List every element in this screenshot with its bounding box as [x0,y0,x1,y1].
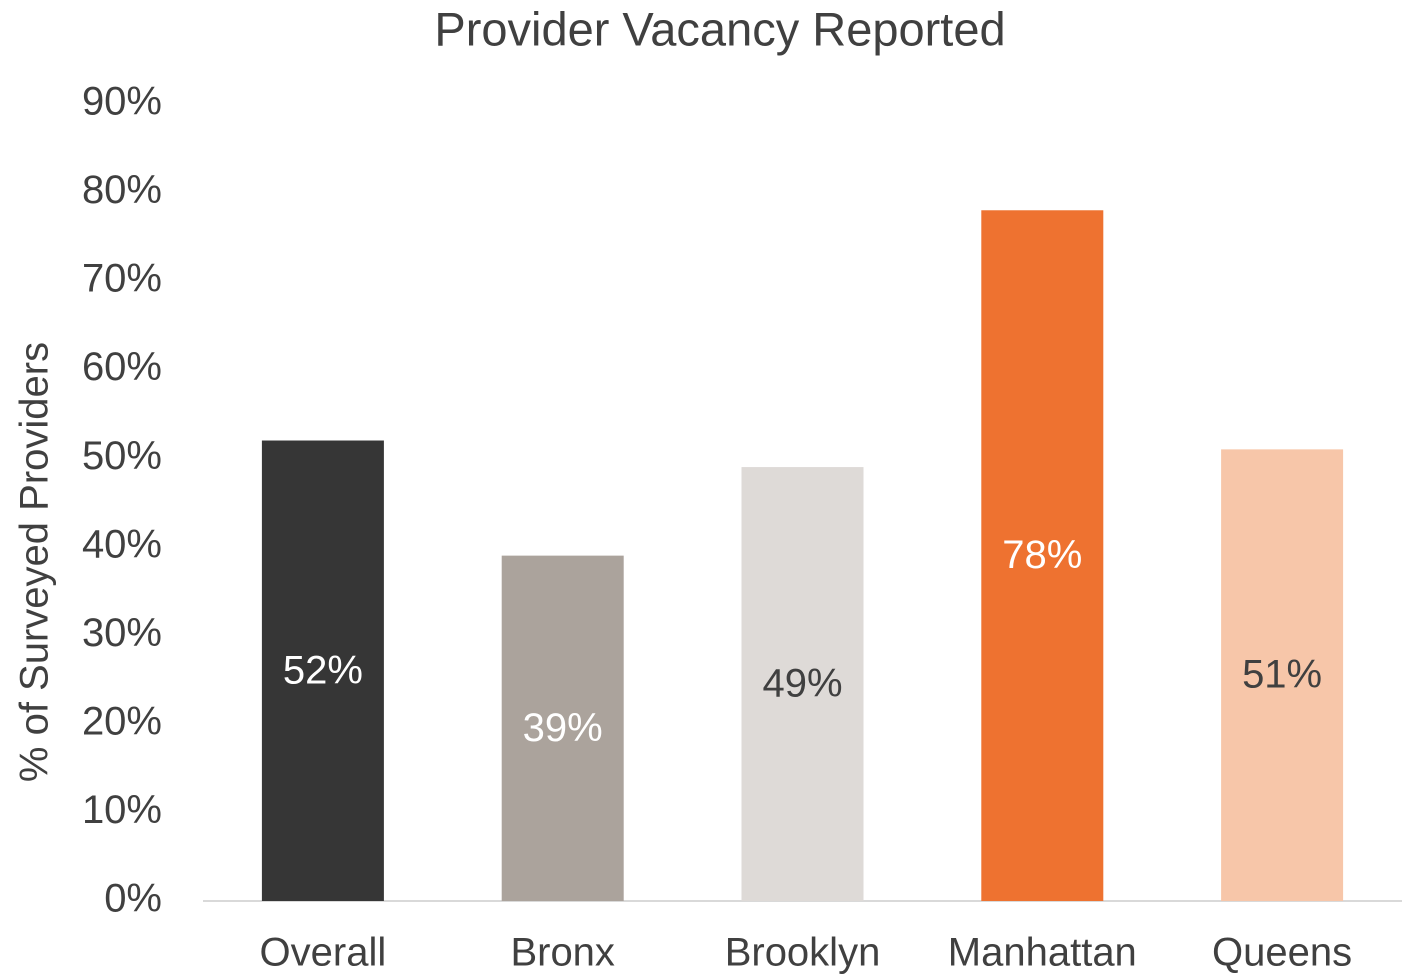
y-tick-label: 80% [82,168,162,212]
x-tick-label: Manhattan [948,931,1137,975]
y-tick-label: 20% [82,699,162,743]
bar [501,555,624,901]
y-tick-label: 70% [82,257,162,301]
chart-title: Provider Vacancy Reported [434,2,1005,55]
bar [1221,449,1344,901]
data-label: 49% [762,662,842,706]
y-axis-label: % of Surveyed Providers [13,342,57,782]
y-tick-label: 60% [82,345,162,389]
data-label: 52% [283,648,363,692]
bar [261,440,384,901]
x-tick-label: Bronx [510,931,615,975]
y-tick-label: 90% [82,80,162,124]
y-tick-label: 50% [82,434,162,478]
x-tick-label: Queens [1212,931,1352,975]
data-label: 39% [523,706,603,750]
data-label: 51% [1242,653,1322,697]
bar [741,467,864,901]
bar [981,210,1104,901]
y-tick-label: 10% [82,788,162,832]
y-tick-label: 0% [104,877,162,921]
x-tick-label: Overall [260,931,387,975]
x-tick-label: Brooklyn [725,931,881,975]
y-tick-label: 40% [82,522,162,566]
y-tick-label: 30% [82,611,162,655]
data-label: 78% [1002,533,1082,577]
